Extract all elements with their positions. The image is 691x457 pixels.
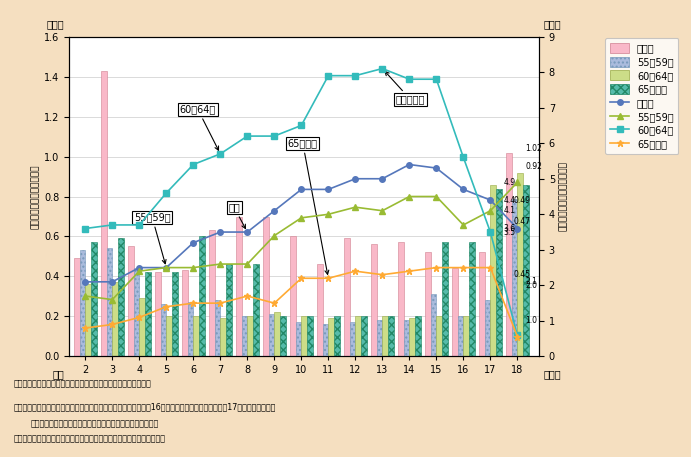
Legend: 年齢計, 55～59歳, 60～64歳, 65歳以上, 年齢計, 55～59歳, 60～64歳, 65歳以上: 年齢計, 55～59歳, 60～64歳, 65歳以上, 年齢計, 55～59歳,… — [605, 38, 679, 154]
Bar — [74, 259, 79, 356]
Bar — [269, 314, 274, 356]
Bar — [479, 252, 484, 356]
Text: （年）: （年） — [544, 369, 561, 379]
Bar — [415, 316, 421, 356]
Text: 会積み上げ方式」による値であり、単純には比較できない。: 会積み上げ方式」による値であり、単純には比較できない。 — [31, 419, 160, 428]
Bar — [430, 294, 436, 356]
Text: （注１）年平均。ただし、有効求人倍率については、平成２年～16年は「求人数均等配分方式」、17年以降は「就職機: （注１）年平均。ただし、有効求人倍率については、平成２年～16年は「求人数均等配… — [14, 402, 276, 411]
Bar — [145, 272, 151, 356]
Bar — [506, 153, 512, 356]
Bar — [160, 304, 167, 356]
Y-axis label: 有効求人倍率（棒グラフ）: 有効求人倍率（棒グラフ） — [31, 164, 40, 229]
Text: （注２）有効求人倍率の値は、パートタイムを含む常用のものである。: （注２）有効求人倍率の値は、パートタイムを含む常用のものである。 — [14, 434, 166, 443]
Text: 4.9: 4.9 — [504, 178, 516, 187]
Bar — [290, 237, 296, 356]
Bar — [91, 243, 97, 356]
Bar — [253, 265, 258, 356]
Text: 2.1: 2.1 — [525, 277, 538, 287]
Bar — [523, 185, 529, 356]
Text: 0.47: 0.47 — [513, 217, 530, 226]
Text: 1.0: 1.0 — [525, 316, 538, 325]
Bar — [307, 316, 313, 356]
Bar — [106, 249, 113, 356]
Bar — [484, 301, 491, 356]
Bar — [496, 189, 502, 356]
Bar — [334, 316, 340, 356]
Bar — [317, 265, 323, 356]
Text: 0.92: 0.92 — [525, 162, 542, 171]
Text: 2.0: 2.0 — [525, 281, 538, 290]
Bar — [442, 243, 448, 356]
Bar — [464, 316, 469, 356]
Bar — [377, 320, 382, 356]
Bar — [128, 246, 133, 356]
Bar — [209, 230, 215, 356]
Y-axis label: 完全失機率（折れ線グラフ）: 完全失機率（折れ線グラフ） — [559, 162, 568, 231]
Bar — [113, 282, 118, 356]
Bar — [140, 298, 145, 356]
Text: 55～59歳: 55～59歳 — [134, 213, 171, 264]
Bar — [85, 284, 91, 356]
Text: 平成: 平成 — [53, 369, 64, 379]
Text: 3.5: 3.5 — [504, 228, 516, 237]
Bar — [436, 316, 442, 356]
Bar — [101, 70, 106, 356]
Bar — [382, 316, 388, 356]
Bar — [469, 243, 475, 356]
Text: 総数: 総数 — [229, 202, 245, 228]
Bar — [512, 198, 518, 356]
Text: 3.6: 3.6 — [504, 224, 516, 233]
Bar — [280, 316, 285, 356]
Text: 完全失機率: 完全失機率 — [385, 72, 425, 105]
Bar — [263, 217, 269, 356]
Text: 60～64歳: 60～64歳 — [180, 105, 218, 150]
Text: （倍）: （倍） — [47, 19, 64, 29]
Bar — [371, 244, 377, 356]
Bar — [328, 319, 334, 356]
Text: 4.4: 4.4 — [504, 196, 516, 205]
Bar — [355, 316, 361, 356]
Text: 0.49: 0.49 — [513, 196, 530, 205]
Bar — [518, 173, 523, 356]
Text: （％）: （％） — [544, 19, 561, 29]
Bar — [404, 320, 409, 356]
Bar — [301, 316, 307, 356]
Bar — [236, 217, 242, 356]
Bar — [425, 252, 430, 356]
Bar — [361, 316, 367, 356]
Bar — [247, 316, 253, 356]
Bar — [398, 243, 404, 356]
Bar — [226, 265, 231, 356]
Text: 0.45: 0.45 — [513, 270, 530, 279]
Bar — [452, 269, 457, 356]
Bar — [274, 313, 280, 356]
Bar — [155, 272, 160, 356]
Bar — [188, 303, 193, 356]
Bar — [296, 323, 301, 356]
Bar — [79, 250, 85, 356]
Bar — [344, 239, 350, 356]
Text: 資料：総務省「労働力調査」、厚生労働省「職業安定業務統計」: 資料：総務省「労働力調査」、厚生労働省「職業安定業務統計」 — [14, 379, 151, 388]
Bar — [199, 237, 205, 356]
Bar — [491, 185, 496, 356]
Bar — [182, 271, 188, 356]
Bar — [388, 316, 394, 356]
Bar — [220, 319, 226, 356]
Text: 4.1: 4.1 — [504, 206, 516, 215]
Bar — [323, 324, 328, 356]
Text: 65歳以上: 65歳以上 — [288, 138, 329, 274]
Bar — [133, 269, 140, 356]
Bar — [457, 316, 464, 356]
Bar — [242, 316, 247, 356]
Bar — [167, 316, 172, 356]
Bar — [215, 301, 220, 356]
Bar — [409, 319, 415, 356]
Bar — [172, 272, 178, 356]
Bar — [350, 323, 355, 356]
Bar — [193, 316, 199, 356]
Text: 1.02: 1.02 — [525, 144, 542, 153]
Bar — [118, 239, 124, 356]
